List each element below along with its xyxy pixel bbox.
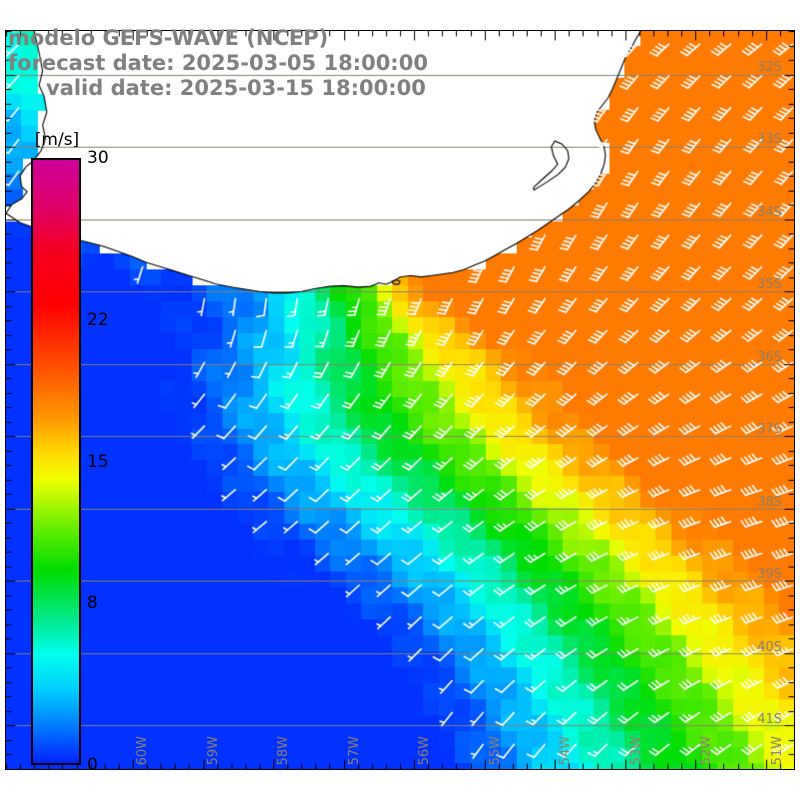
lon-tick-label: 54W [558, 735, 574, 765]
colorbar-unit-label: [m/s] [34, 130, 80, 150]
lon-tick-label: 51W [769, 735, 785, 765]
colorbar-tick-label: 8 [87, 593, 98, 614]
lat-tick-label: 38S [757, 494, 782, 510]
lat-tick-label: 37S [757, 422, 782, 438]
lat-tick-label: 41S [757, 712, 782, 728]
lon-tick-label: 57W [346, 735, 362, 765]
lon-tick-label: 58W [276, 735, 292, 765]
lat-tick-label: 34S [757, 204, 782, 220]
lat-tick-label: 33S [757, 132, 782, 148]
lon-tick-label: 53W [628, 735, 644, 765]
lon-tick-label: 59W [205, 735, 221, 765]
colorbar-group: [m/s] 30 22 15 8 0 [31, 130, 109, 774]
colorbar-tick-label: 0 [87, 755, 98, 775]
lat-tick-label: 32S [757, 59, 782, 75]
colorbar-gradient [31, 158, 81, 765]
colorbar-tick-label: 15 [87, 451, 109, 472]
lat-tick-label: 36S [757, 349, 782, 365]
lon-tick-label: 56W [417, 735, 433, 765]
map-frame[interactable]: 61W60W59W58W57W56W55W54W53W52W51W32S33S3… [5, 30, 795, 770]
colorbar-tick-label: 30 [87, 148, 109, 168]
lat-tick-label: 40S [757, 639, 782, 655]
lat-tick-label: 35S [757, 277, 782, 293]
wind-speed-heatmap-canvas[interactable] [6, 31, 794, 769]
lat-tick-label: 39S [757, 567, 782, 583]
colorbar-tick-label: 22 [87, 309, 109, 330]
lon-tick-label: 52W [699, 735, 715, 765]
lon-tick-label: 55W [487, 735, 503, 765]
lon-tick-label: 60W [134, 735, 150, 765]
